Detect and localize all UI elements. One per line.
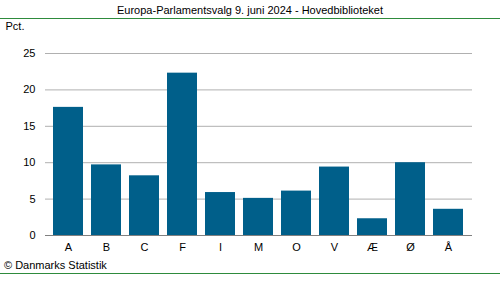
- svg-text:F: F: [179, 241, 186, 253]
- svg-text:B: B: [103, 241, 110, 253]
- svg-text:25: 25: [23, 47, 35, 59]
- svg-text:A: A: [65, 241, 73, 253]
- svg-text:O: O: [292, 241, 301, 253]
- svg-text:V: V: [331, 241, 339, 253]
- svg-text:Pct.: Pct.: [6, 20, 25, 32]
- svg-text:15: 15: [23, 120, 35, 132]
- html-text:© Danmarks Statistik: © Danmarks Statistik: [4, 259, 107, 271]
- svg-text:Æ: Æ: [367, 241, 378, 253]
- svg-text:Ø: Ø: [406, 241, 415, 253]
- svg-text:0: 0: [29, 229, 35, 241]
- svg-text:C: C: [141, 241, 149, 253]
- svg-text:10: 10: [23, 156, 35, 168]
- svg-text:I: I: [219, 241, 222, 253]
- svg-text:5: 5: [29, 193, 35, 205]
- svg-text:20: 20: [23, 83, 35, 95]
- svg-text:Å: Å: [445, 241, 453, 253]
- svg-text:M: M: [254, 241, 263, 253]
- html-text:Europa-Parlamentsvalg 9. juni: Europa-Parlamentsvalg 9. juni 2024 - Hov…: [117, 4, 383, 16]
